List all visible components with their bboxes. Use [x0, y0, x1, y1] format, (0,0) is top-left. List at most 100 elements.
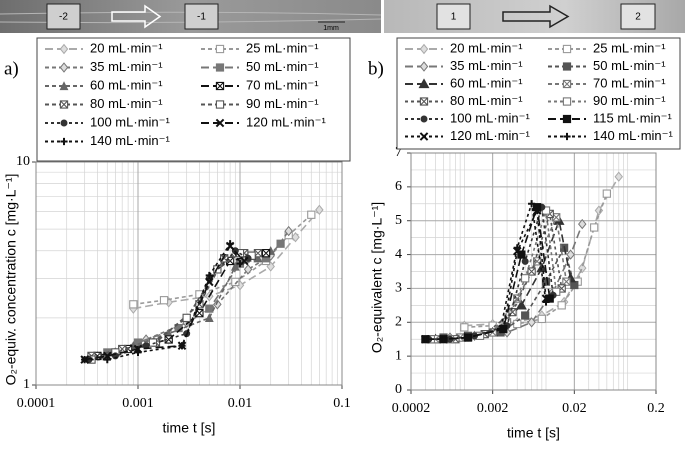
plot-frame	[410, 152, 657, 391]
marker	[562, 114, 572, 124]
marker	[315, 204, 324, 216]
marker	[253, 253, 263, 263]
strip-label: -2	[59, 12, 68, 23]
marker-box	[46, 3, 81, 30]
marker	[226, 240, 234, 248]
legend-box	[36, 37, 351, 162]
marker	[521, 257, 529, 265]
marker	[205, 271, 213, 280]
legend-entry: 35 mL·min⁻¹	[405, 58, 523, 73]
legend-entry: 140 mL·min⁻¹	[548, 128, 673, 143]
marker	[532, 257, 542, 266]
legend-label: 25 mL·min⁻¹	[246, 40, 319, 55]
x-tick-label: 0.002	[477, 401, 509, 416]
strip-label: 1	[451, 12, 457, 23]
legend-label: 25 mL·min⁻¹	[593, 40, 666, 55]
marker	[594, 205, 604, 216]
legend-label: 20 mL·min⁻¹	[450, 40, 523, 55]
legend-label: 70 mL·min⁻¹	[246, 77, 319, 92]
legend-entry: 20 mL·min⁻¹	[45, 40, 163, 55]
marker	[60, 119, 68, 127]
marker	[59, 100, 69, 109]
marker	[536, 262, 548, 273]
legend-entry: 25 mL·min⁻¹	[201, 40, 319, 55]
marker	[419, 61, 429, 72]
legend-label: 50 mL·min⁻¹	[593, 58, 666, 73]
legend-entry: 100 mL·min⁻¹	[45, 114, 170, 129]
strip-label: -1	[197, 12, 206, 23]
marker-box	[184, 3, 219, 30]
y-tick-label: 6	[395, 179, 402, 194]
marker	[213, 299, 222, 310]
legend-entry: 70 mL·min⁻¹	[548, 75, 666, 90]
series-line	[464, 193, 608, 329]
marker	[204, 313, 214, 322]
x-axis-label: time t [s]	[507, 425, 560, 441]
marker	[513, 244, 521, 252]
marker	[307, 210, 316, 219]
legend-label: 60 mL·min⁻¹	[90, 77, 163, 92]
legend-label: 100 mL·min⁻¹	[450, 110, 530, 125]
legend-entry: 80 mL·min⁻¹	[405, 93, 523, 108]
x-tick-label: 0.001	[122, 396, 154, 411]
marker	[420, 115, 428, 123]
marker	[532, 206, 542, 215]
chart: 0.0001 0.001 0.01 0.1 1 10 time t [s] O₂-equiv.…	[3, 58, 351, 435]
marker	[439, 335, 448, 343]
marker	[291, 232, 300, 243]
legend-entry: 20 mL·min⁻¹	[405, 40, 523, 55]
y-tick-label: 10	[16, 154, 30, 169]
marker	[230, 261, 240, 271]
legend: 20 mL·min⁻¹ 25 mL·min⁻¹ 35 mL·min⁻¹ 50 mL·m…	[396, 37, 681, 150]
x-tick-label: 0.02	[562, 401, 587, 416]
chart: 0.0002 0.002 0.02 0.2 0 1 2 3 4 5 6 7 time t [s] O₂-e…	[368, 58, 665, 440]
legend-label: 80 mL·min⁻¹	[90, 96, 163, 111]
marker	[570, 280, 579, 290]
marker	[59, 81, 69, 91]
marker	[527, 267, 536, 276]
y-tick-label: 2	[395, 315, 402, 330]
strip-label: 1mm	[323, 25, 339, 32]
legend-label: 35 mL·min⁻¹	[90, 59, 163, 74]
legend-label: 140 mL·min⁻¹	[90, 133, 170, 148]
marker	[284, 225, 293, 237]
x-tick-label: 0.0002	[392, 401, 431, 416]
x-axis-label: time t [s]	[163, 420, 216, 436]
marker	[215, 63, 225, 72]
marker	[464, 333, 472, 342]
legend-label: 35 mL·min⁻¹	[450, 58, 523, 73]
legend-entry: 35 mL·min⁻¹	[45, 59, 163, 74]
legend-label: 50 mL·min⁻¹	[246, 59, 319, 74]
x-tick-label: 0.1	[333, 396, 351, 411]
marker	[261, 249, 271, 258]
marker	[578, 218, 587, 230]
marker	[537, 314, 546, 324]
marker	[276, 239, 285, 248]
legend-label: 115 mL·min⁻¹	[593, 110, 673, 125]
marker	[419, 97, 429, 106]
y-tick-label: 3	[395, 281, 402, 296]
marker	[496, 325, 505, 333]
legend-entry: 120 mL·min⁻¹	[405, 128, 530, 143]
marker	[129, 300, 138, 309]
legend-entry: 50 mL·min⁻¹	[548, 58, 666, 73]
marker-box	[620, 3, 656, 30]
marker	[421, 335, 429, 343]
y-tick-label: 1	[23, 377, 30, 392]
legend-entry: 90 mL·min⁻¹	[548, 93, 666, 108]
legend-label: 90 mL·min⁻¹	[593, 93, 666, 108]
legend-box	[396, 37, 681, 150]
marker	[419, 43, 429, 55]
arrow	[502, 4, 570, 29]
marker	[148, 338, 158, 347]
legend-label: 60 mL·min⁻¹	[450, 75, 523, 90]
legend-label: 20 mL·min⁻¹	[90, 40, 163, 55]
marker	[578, 262, 587, 274]
marker	[231, 277, 240, 287]
marker	[602, 189, 611, 198]
marker	[178, 342, 186, 350]
marker	[103, 355, 111, 364]
marker	[562, 79, 572, 89]
legend-entry: 100 mL·min⁻¹	[405, 110, 530, 125]
